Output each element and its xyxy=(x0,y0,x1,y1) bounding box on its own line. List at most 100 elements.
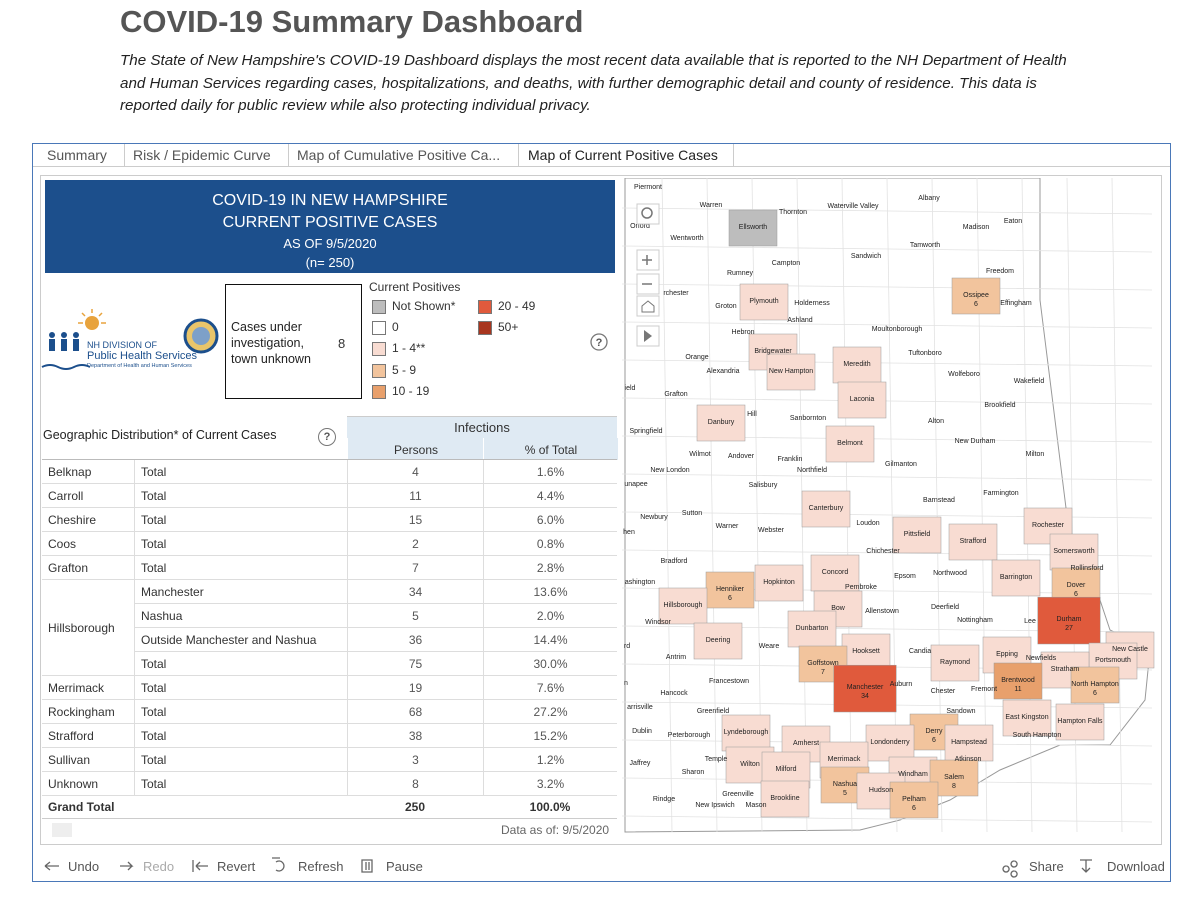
town-label: Farmington xyxy=(983,490,1019,497)
tab[interactable]: Summary xyxy=(38,144,125,166)
town-label: Nottingham xyxy=(957,617,993,624)
map-control[interactable] xyxy=(636,203,660,225)
town-label: Hebron xyxy=(732,329,755,336)
pct-cell: 13.6% xyxy=(483,580,617,604)
persons-cell: 34 xyxy=(347,580,483,604)
town-boundary xyxy=(661,178,673,833)
town-label: Bridgewater xyxy=(754,348,792,355)
persons-cell: 4 xyxy=(347,460,483,484)
town-cases: 6 xyxy=(974,301,978,308)
town-label: Derry xyxy=(925,728,943,735)
town-label: Allenstown xyxy=(865,608,899,615)
town-label: Greenfield xyxy=(697,708,729,715)
legend-swatch xyxy=(372,321,386,335)
town-area xyxy=(787,610,837,648)
town-label: unapee xyxy=(624,481,647,488)
town-label: Manchester xyxy=(847,684,884,691)
town-label: Pittsfield xyxy=(904,531,931,538)
tab[interactable]: Map of Cumulative Positive Ca... xyxy=(288,144,519,166)
town-area xyxy=(833,664,897,713)
town-label: Milton xyxy=(1026,451,1045,458)
pct-cell: 3.2% xyxy=(483,772,617,796)
unknown-label: Cases under investigation, town unknown xyxy=(231,320,311,366)
grand-total-persons: 250 xyxy=(404,800,426,814)
town-label: Ashland xyxy=(787,317,812,324)
town-label: Northfield xyxy=(797,467,827,474)
persons-cell: 5 xyxy=(347,604,483,628)
town-label: Dunbarton xyxy=(796,625,829,632)
column-header: Persons xyxy=(347,438,484,460)
town-boundary xyxy=(706,178,718,833)
town-label: Salisbury xyxy=(749,482,778,489)
sub-cell: Total xyxy=(135,532,347,556)
town-label: Orange xyxy=(685,354,708,361)
tab[interactable]: Risk / Epidemic Curve xyxy=(124,144,289,166)
town-cases: 7 xyxy=(821,669,825,676)
town-label: rchester xyxy=(663,290,689,297)
pct-cell: 27.2% xyxy=(483,700,617,724)
toolbar-button[interactable]: Undo xyxy=(68,859,100,874)
toolbar-button[interactable]: Refresh xyxy=(298,859,344,874)
scroll-stub xyxy=(52,823,72,837)
town-label: Jaffrey xyxy=(630,760,651,767)
town-label: Hopkinton xyxy=(763,579,795,586)
legend-label: 5 - 9 xyxy=(392,363,417,377)
town-label: Andover xyxy=(728,453,755,460)
unknown-value: 8 xyxy=(338,336,346,351)
town-label: Meredith xyxy=(843,361,870,368)
town-label: Brentwood xyxy=(1001,677,1035,684)
town-label: Raymond xyxy=(940,659,970,666)
town-cases: 27 xyxy=(1065,625,1073,632)
tab[interactable]: Map of Current Positive Cases xyxy=(518,144,734,167)
pct-cell: 2.8% xyxy=(483,556,617,580)
toolbar-button[interactable]: Redo xyxy=(143,859,175,874)
legend-swatch xyxy=(372,342,386,356)
table-rule xyxy=(42,818,617,819)
sub-cell: Manchester xyxy=(135,580,347,604)
town-label: New Ipswich xyxy=(695,802,734,809)
town-label: Webster xyxy=(758,527,785,534)
town-label: Hill xyxy=(747,411,757,418)
town-label: arrisville xyxy=(627,704,653,711)
pct-cell: 0.8% xyxy=(483,532,617,556)
town-label: Wentworth xyxy=(670,235,703,242)
town-label: Barnstead xyxy=(923,497,955,504)
help-icon[interactable]: ? xyxy=(589,332,609,352)
town-label: Bow xyxy=(831,605,846,612)
banner: COVID-19 IN NEW HAMPSHIRE CURRENT POSITI… xyxy=(45,180,615,273)
town-label: Lyndeborough xyxy=(724,729,769,736)
legend-label: Not Shown* xyxy=(392,299,456,313)
map-control[interactable] xyxy=(636,295,660,317)
persons-cell: 8 xyxy=(347,772,483,796)
town-label: hen xyxy=(623,529,635,536)
town-label: Waterville Valley xyxy=(828,203,879,210)
town-label: Hudson xyxy=(869,787,893,794)
toolbar-button[interactable]: Share xyxy=(1029,859,1064,874)
town-label: Windsor xyxy=(645,619,671,626)
toolbar-button[interactable]: Revert xyxy=(217,859,256,874)
tab-line xyxy=(33,166,1170,167)
town-boundary xyxy=(622,397,1153,405)
town-label: Deering xyxy=(706,637,731,644)
legend-swatch xyxy=(372,385,386,399)
town-label: Brookline xyxy=(770,795,799,802)
sub-cell: Total xyxy=(135,652,347,676)
persons-cell: 11 xyxy=(347,484,483,508)
toolbar-button[interactable]: Pause xyxy=(386,859,423,874)
town-area xyxy=(865,724,915,762)
help-icon[interactable]: ? xyxy=(318,428,336,446)
town-area xyxy=(760,780,810,818)
legend-label: 20 - 49 xyxy=(498,299,536,313)
town-label: Rumney xyxy=(727,270,754,277)
town-label: Campton xyxy=(772,260,801,267)
town-label: Alton xyxy=(928,418,944,425)
banner-line: AS OF 9/5/2020 xyxy=(283,236,377,251)
town-cases: 5 xyxy=(843,790,847,797)
town-label: Francestown xyxy=(709,678,749,685)
toolbar-button[interactable]: Download xyxy=(1107,859,1165,874)
town-label: Deerfield xyxy=(931,604,959,611)
town-label: ashington xyxy=(625,579,655,586)
town-label: Newfields xyxy=(1026,655,1057,662)
logo-text: NH DIVISION OF xyxy=(87,340,158,350)
